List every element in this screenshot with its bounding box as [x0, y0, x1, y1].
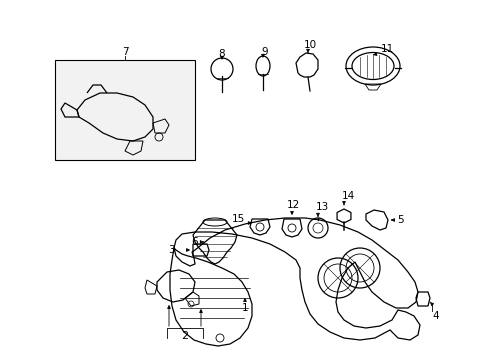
Text: 10: 10: [303, 40, 316, 50]
Text: 2: 2: [181, 331, 188, 341]
Text: 4: 4: [432, 311, 438, 321]
Text: 3: 3: [167, 245, 174, 255]
Text: 9: 9: [261, 47, 268, 57]
Text: 15: 15: [231, 214, 244, 224]
Text: 14: 14: [341, 191, 354, 201]
Text: 13: 13: [315, 202, 328, 212]
Text: 7: 7: [122, 47, 128, 57]
Text: 5: 5: [396, 215, 403, 225]
Text: 12: 12: [286, 200, 299, 210]
Text: 11: 11: [380, 44, 393, 54]
Text: 1: 1: [241, 303, 248, 313]
Text: 8: 8: [218, 49, 225, 59]
Bar: [55, 60, 195, 160]
Text: 6: 6: [191, 237, 198, 247]
